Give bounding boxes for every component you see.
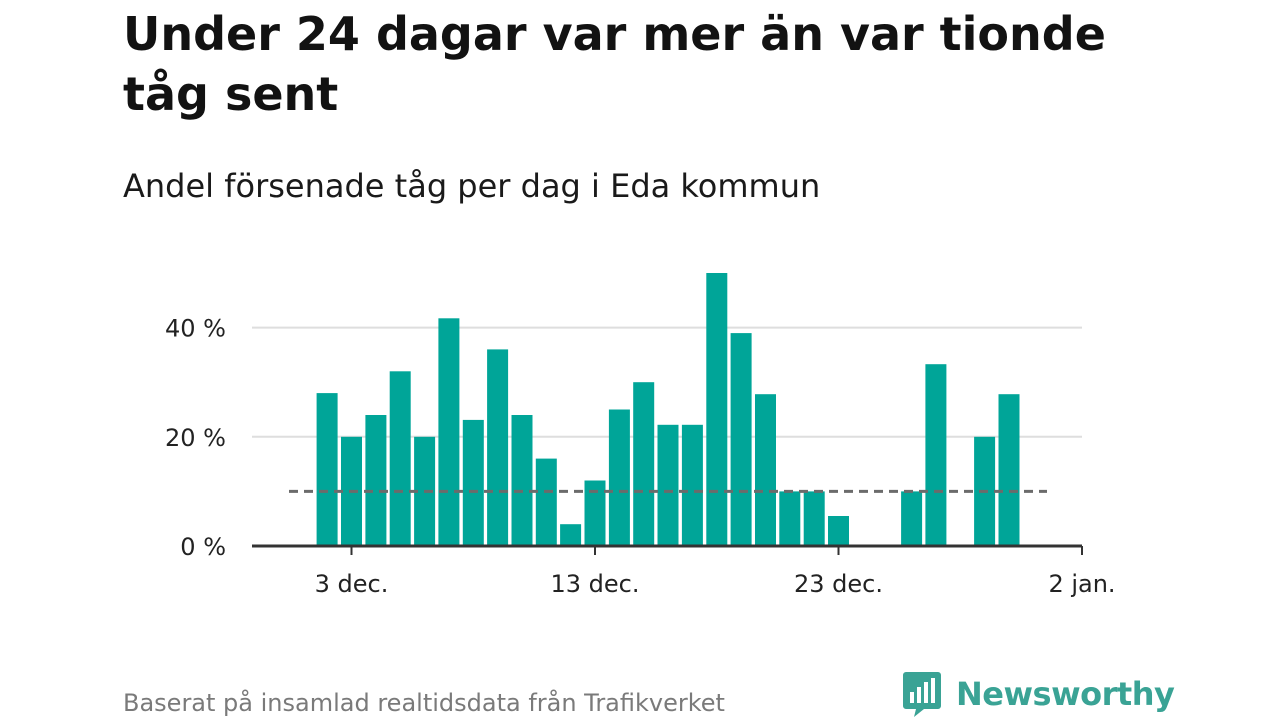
bar [487,349,509,546]
chart-subtitle: Andel försenade tåg per dag i Eda kommun [123,167,821,205]
bars [316,273,1020,546]
bar [828,516,849,546]
x-tick-label: 3 dec. [315,570,389,598]
bar [560,524,582,546]
y-tick-label: 40 % [165,315,226,343]
x-tick-label: 2 jan. [1048,570,1115,598]
bar [511,415,533,546]
y-tick-label: 20 % [165,424,226,452]
axes: 0 % 20 % 40 % 3 dec. 13 dec. 23 dec. 2 jan. [165,315,1116,598]
bar [584,480,606,546]
bar [657,424,679,546]
bar [755,394,776,546]
bar [316,393,338,546]
bar [438,318,460,546]
bar [389,371,411,546]
newsworthy-logo-icon [903,672,941,717]
bar [608,409,630,546]
chart-title: Under 24 dagar var mer än var tionde tåg… [123,7,1106,121]
bar [365,415,387,546]
bar [535,458,557,546]
bar [998,394,1020,546]
bar [730,333,752,546]
bar [901,491,923,546]
y-tick-label: 0 % [180,533,226,561]
bar [681,424,703,546]
bar [462,419,484,546]
bar [706,273,728,546]
bar [925,364,947,546]
source-note: Baserat på insamlad realtidsdata från Tr… [123,689,725,717]
brand-name: Newsworthy [956,675,1175,713]
bar [633,382,655,546]
bar [803,491,825,546]
x-tick-label: 13 dec. [551,570,640,598]
brand-logo: Newsworthy [902,670,1175,718]
bar [779,491,801,546]
x-tick-label: 23 dec. [794,570,883,598]
